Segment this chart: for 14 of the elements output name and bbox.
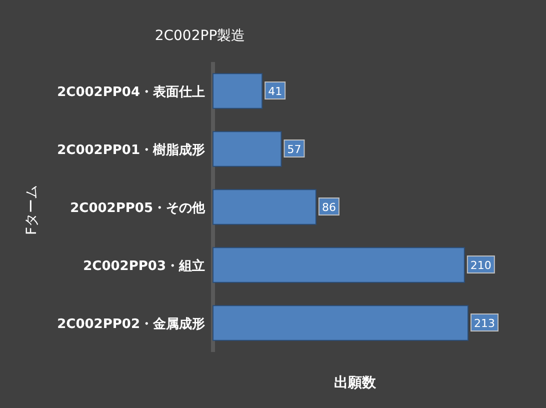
data-label: 213 (474, 317, 495, 330)
bar (212, 305, 468, 341)
y-tick-label: 2C002PP02・金属成形 (57, 317, 205, 332)
y-axis-title: Fターム (24, 184, 40, 236)
chart-title: 2C002PP製造 (154, 28, 246, 44)
data-label: 57 (287, 143, 302, 156)
data-label: 210 (470, 259, 492, 272)
data-label: 86 (322, 201, 336, 214)
x-axis-title: 出願数 (334, 375, 377, 391)
y-tick-label: 2C002PP01・樹脂成形 (57, 143, 205, 158)
y-tick-label: 2C002PP03・組立 (83, 258, 205, 274)
y-tick-label: 2C002PP05・その他 (70, 201, 206, 216)
data-label: 41 (268, 85, 282, 98)
y-tick-label: 2C002PP04・表面仕上 (57, 85, 205, 100)
